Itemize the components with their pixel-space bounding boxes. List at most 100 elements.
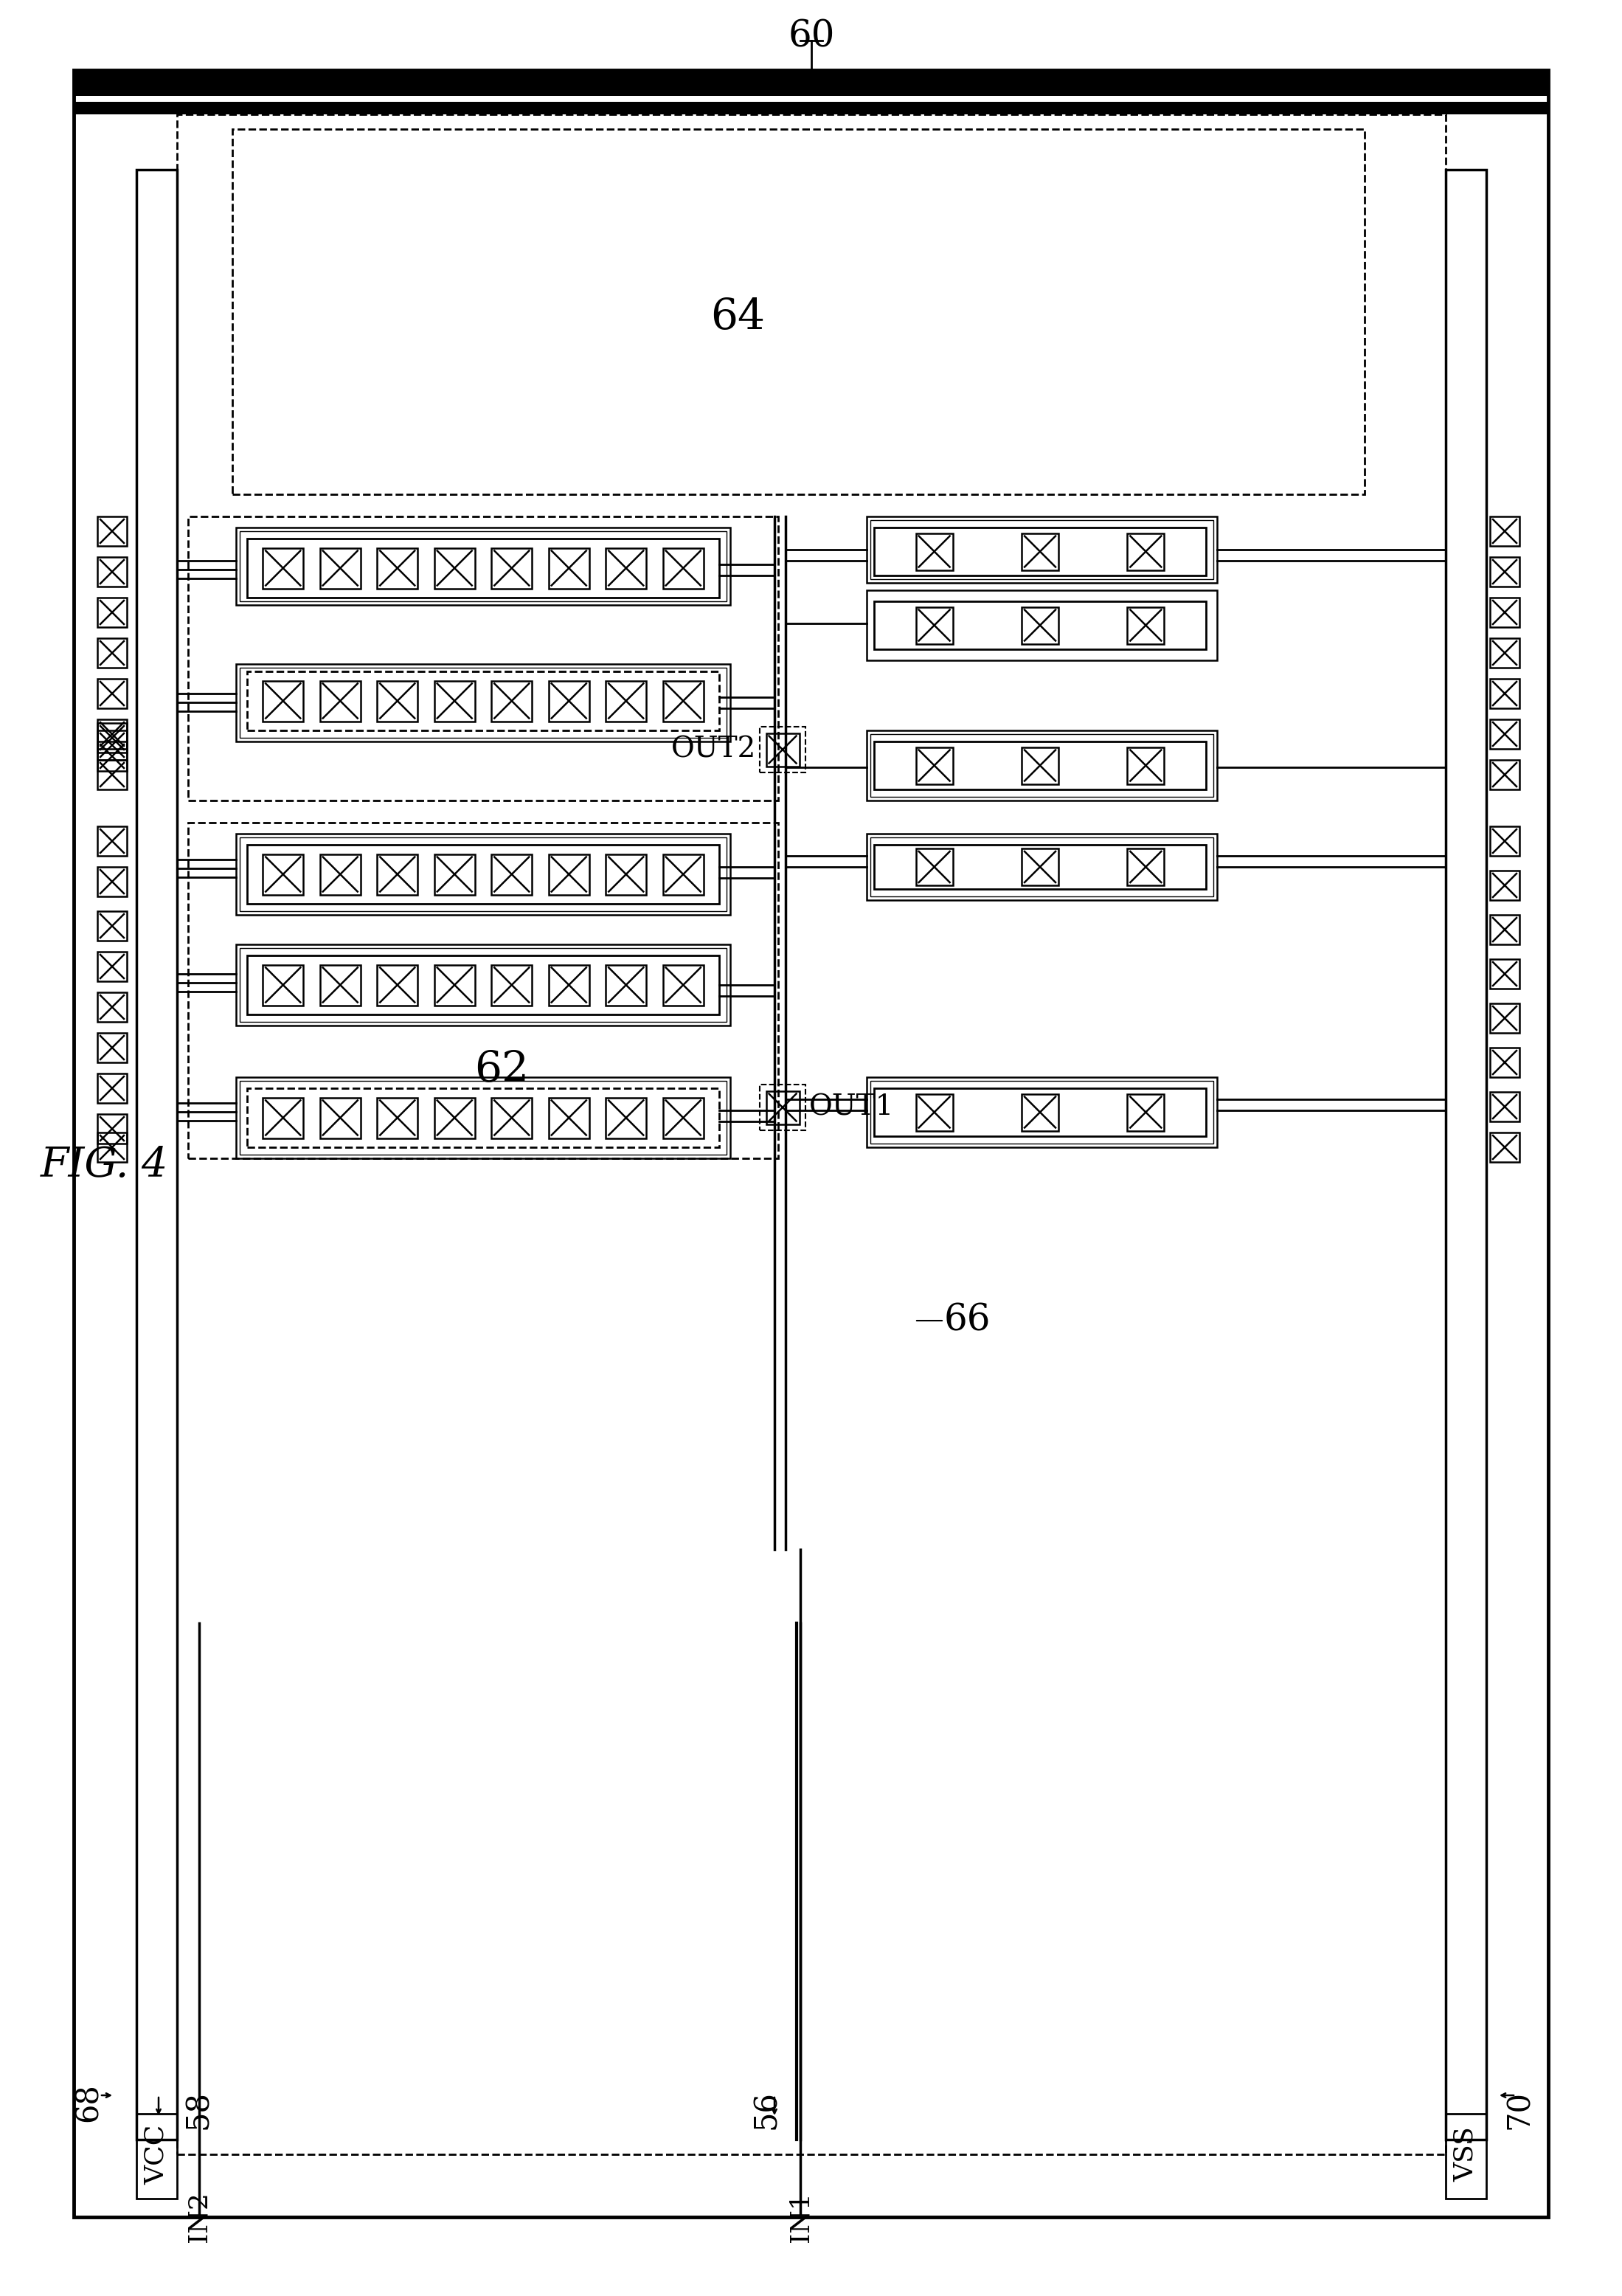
Bar: [435, 680, 475, 721]
Bar: [1491, 960, 1520, 990]
Bar: [247, 1088, 719, 1148]
Bar: [605, 854, 646, 895]
Bar: [97, 760, 127, 790]
Bar: [766, 732, 800, 767]
Bar: [237, 944, 730, 1026]
Bar: [1445, 2115, 1486, 2200]
Bar: [1022, 746, 1059, 783]
Bar: [237, 664, 730, 742]
Bar: [73, 71, 1549, 96]
Text: IN2: IN2: [187, 2193, 212, 2243]
Bar: [866, 833, 1216, 900]
Bar: [491, 854, 532, 895]
Bar: [136, 170, 177, 2140]
Bar: [605, 1097, 646, 1139]
Bar: [97, 730, 127, 760]
Bar: [866, 730, 1216, 801]
Bar: [263, 854, 303, 895]
Bar: [916, 1093, 952, 1130]
Bar: [97, 597, 127, 627]
Bar: [663, 549, 704, 588]
Bar: [874, 528, 1207, 576]
Bar: [376, 854, 418, 895]
Bar: [376, 1097, 418, 1139]
Bar: [663, 680, 704, 721]
Text: 66: 66: [944, 1302, 991, 1339]
Bar: [435, 854, 475, 895]
Bar: [916, 533, 952, 569]
Bar: [247, 845, 719, 905]
Bar: [435, 964, 475, 1006]
Bar: [1491, 914, 1520, 944]
Bar: [97, 1114, 127, 1143]
Bar: [1491, 638, 1520, 668]
Bar: [376, 964, 418, 1006]
Bar: [1127, 1093, 1165, 1130]
Text: OUT2: OUT2: [672, 737, 756, 762]
Text: 68: 68: [73, 2082, 104, 2122]
Text: VSS: VSS: [1453, 2126, 1478, 2181]
Bar: [240, 838, 727, 912]
Text: IN1: IN1: [788, 2193, 813, 2243]
Bar: [97, 638, 127, 668]
Bar: [247, 955, 719, 1015]
Bar: [871, 1081, 1213, 1143]
Bar: [605, 680, 646, 721]
Bar: [1491, 1132, 1520, 1162]
Bar: [1022, 1093, 1059, 1130]
Bar: [435, 549, 475, 588]
Bar: [766, 1091, 800, 1125]
Text: 56: 56: [751, 2092, 782, 2131]
Bar: [1491, 870, 1520, 900]
Bar: [1491, 1003, 1520, 1033]
Bar: [1022, 850, 1059, 886]
Bar: [247, 670, 719, 730]
Bar: [1445, 170, 1486, 2140]
Bar: [240, 668, 727, 737]
Bar: [548, 854, 589, 895]
Bar: [73, 101, 1549, 115]
Text: 64: 64: [710, 296, 766, 338]
Bar: [263, 1097, 303, 1139]
Bar: [1491, 719, 1520, 748]
Bar: [97, 868, 127, 895]
Bar: [97, 1033, 127, 1063]
Bar: [491, 1097, 532, 1139]
Bar: [1491, 1047, 1520, 1077]
Bar: [376, 549, 418, 588]
Bar: [866, 517, 1216, 583]
Bar: [320, 680, 360, 721]
Bar: [1491, 1093, 1520, 1120]
Bar: [1491, 597, 1520, 627]
Bar: [605, 964, 646, 1006]
Bar: [491, 680, 532, 721]
Bar: [1491, 680, 1520, 707]
Bar: [548, 680, 589, 721]
Bar: [1022, 533, 1059, 569]
Bar: [548, 1097, 589, 1139]
Bar: [871, 838, 1213, 895]
Bar: [237, 1077, 730, 1157]
Bar: [1491, 827, 1520, 856]
Bar: [605, 549, 646, 588]
Bar: [237, 833, 730, 914]
Bar: [871, 521, 1213, 579]
Text: FIG. 4: FIG. 4: [41, 1146, 169, 1187]
Bar: [491, 964, 532, 1006]
Bar: [97, 719, 127, 748]
Bar: [240, 1081, 727, 1155]
Bar: [97, 517, 127, 546]
Bar: [263, 549, 303, 588]
Bar: [263, 680, 303, 721]
Bar: [916, 850, 952, 886]
Bar: [177, 115, 1445, 2154]
Text: 62: 62: [474, 1049, 529, 1091]
Bar: [1127, 606, 1165, 643]
Bar: [240, 530, 727, 602]
Bar: [376, 680, 418, 721]
Bar: [188, 517, 779, 801]
Bar: [663, 854, 704, 895]
Bar: [874, 602, 1207, 650]
Bar: [263, 964, 303, 1006]
Bar: [247, 540, 719, 597]
